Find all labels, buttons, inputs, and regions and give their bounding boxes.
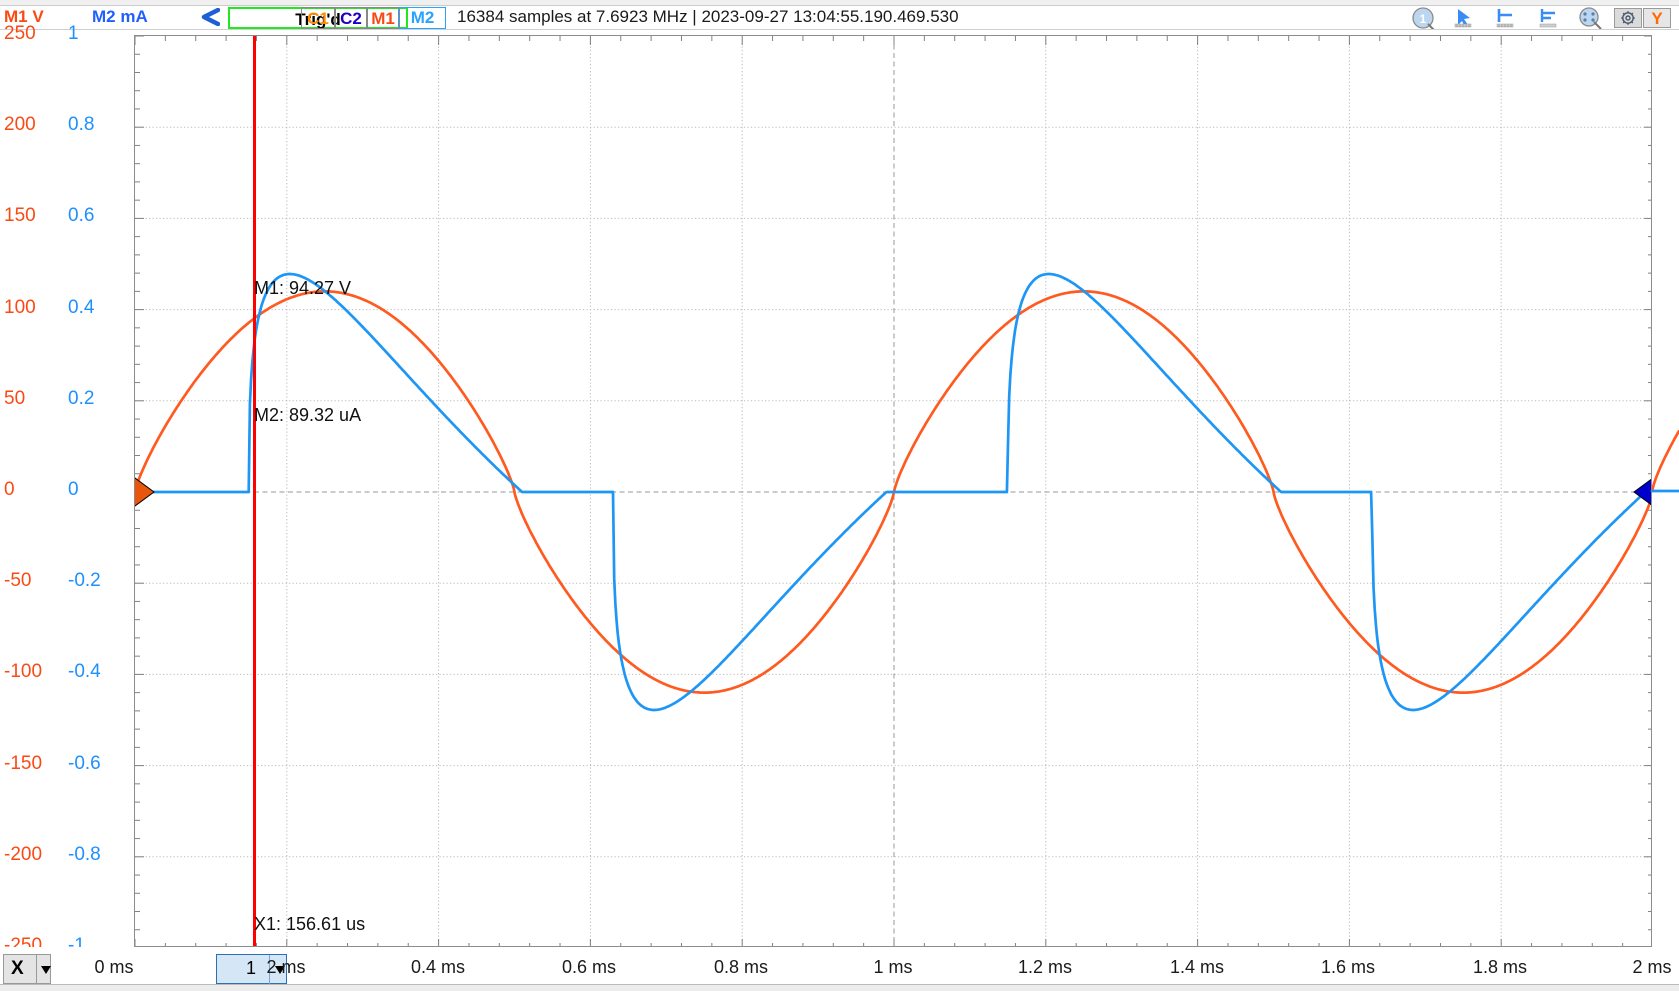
- svg-text:1: 1: [1420, 12, 1427, 26]
